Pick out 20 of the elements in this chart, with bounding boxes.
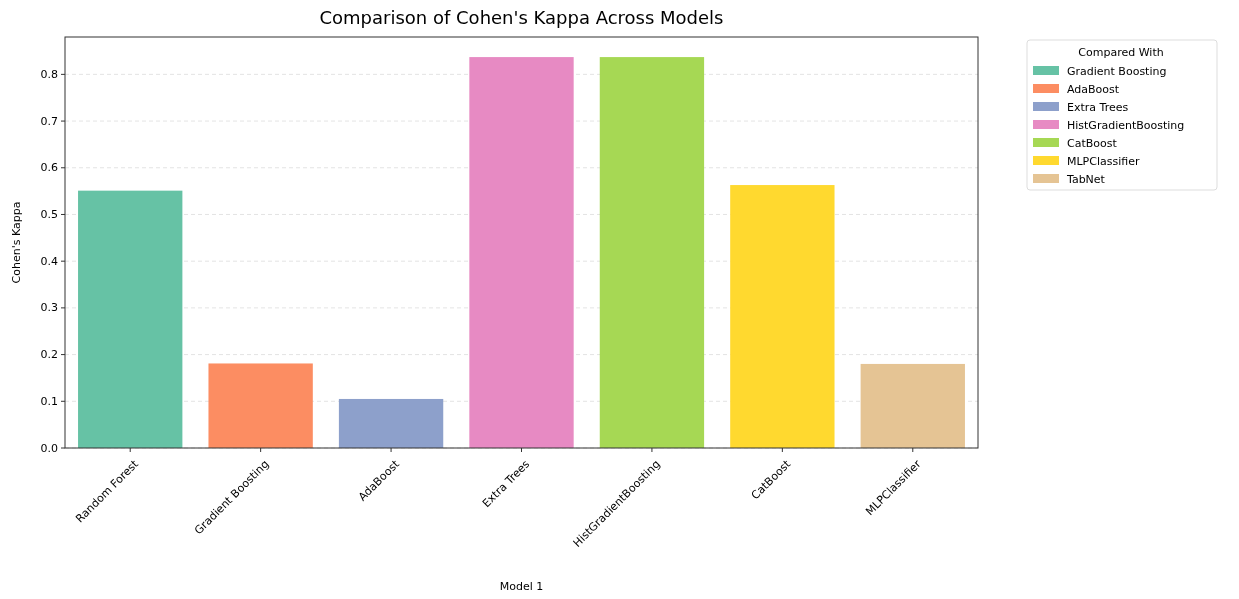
legend-label: MLPClassifier bbox=[1067, 154, 1140, 168]
legend-title: Compared With bbox=[1078, 46, 1164, 59]
y-tick-label: 0.1 bbox=[40, 394, 58, 408]
legend-label: AdaBoost bbox=[1067, 82, 1120, 96]
legend-label: Extra Trees bbox=[1067, 100, 1129, 114]
y-tick-label: 0.5 bbox=[40, 208, 58, 221]
y-tick-label: 0.3 bbox=[40, 301, 58, 315]
y-tick-label: 0.0 bbox=[40, 441, 58, 455]
legend-label: CatBoost bbox=[1067, 136, 1118, 150]
x-axis-title: Model 1 bbox=[499, 580, 544, 593]
legend-label: HistGradientBoosting bbox=[1067, 118, 1185, 132]
legend-label: Gradient Boosting bbox=[1067, 64, 1167, 78]
y-tick-label: 0.7 bbox=[40, 114, 58, 128]
y-tick-label: 0.6 bbox=[40, 161, 58, 175]
y-tick-label: 0.2 bbox=[40, 348, 58, 362]
y-tick-label: 0.4 bbox=[40, 254, 58, 268]
y-tick-label: 0.8 bbox=[40, 67, 58, 81]
chart-title: Comparison of Cohen's Kappa Across Models bbox=[319, 7, 724, 28]
legend-label: TabNet bbox=[1066, 172, 1106, 186]
y-axis-title: Cohen's Kappa bbox=[10, 201, 23, 284]
